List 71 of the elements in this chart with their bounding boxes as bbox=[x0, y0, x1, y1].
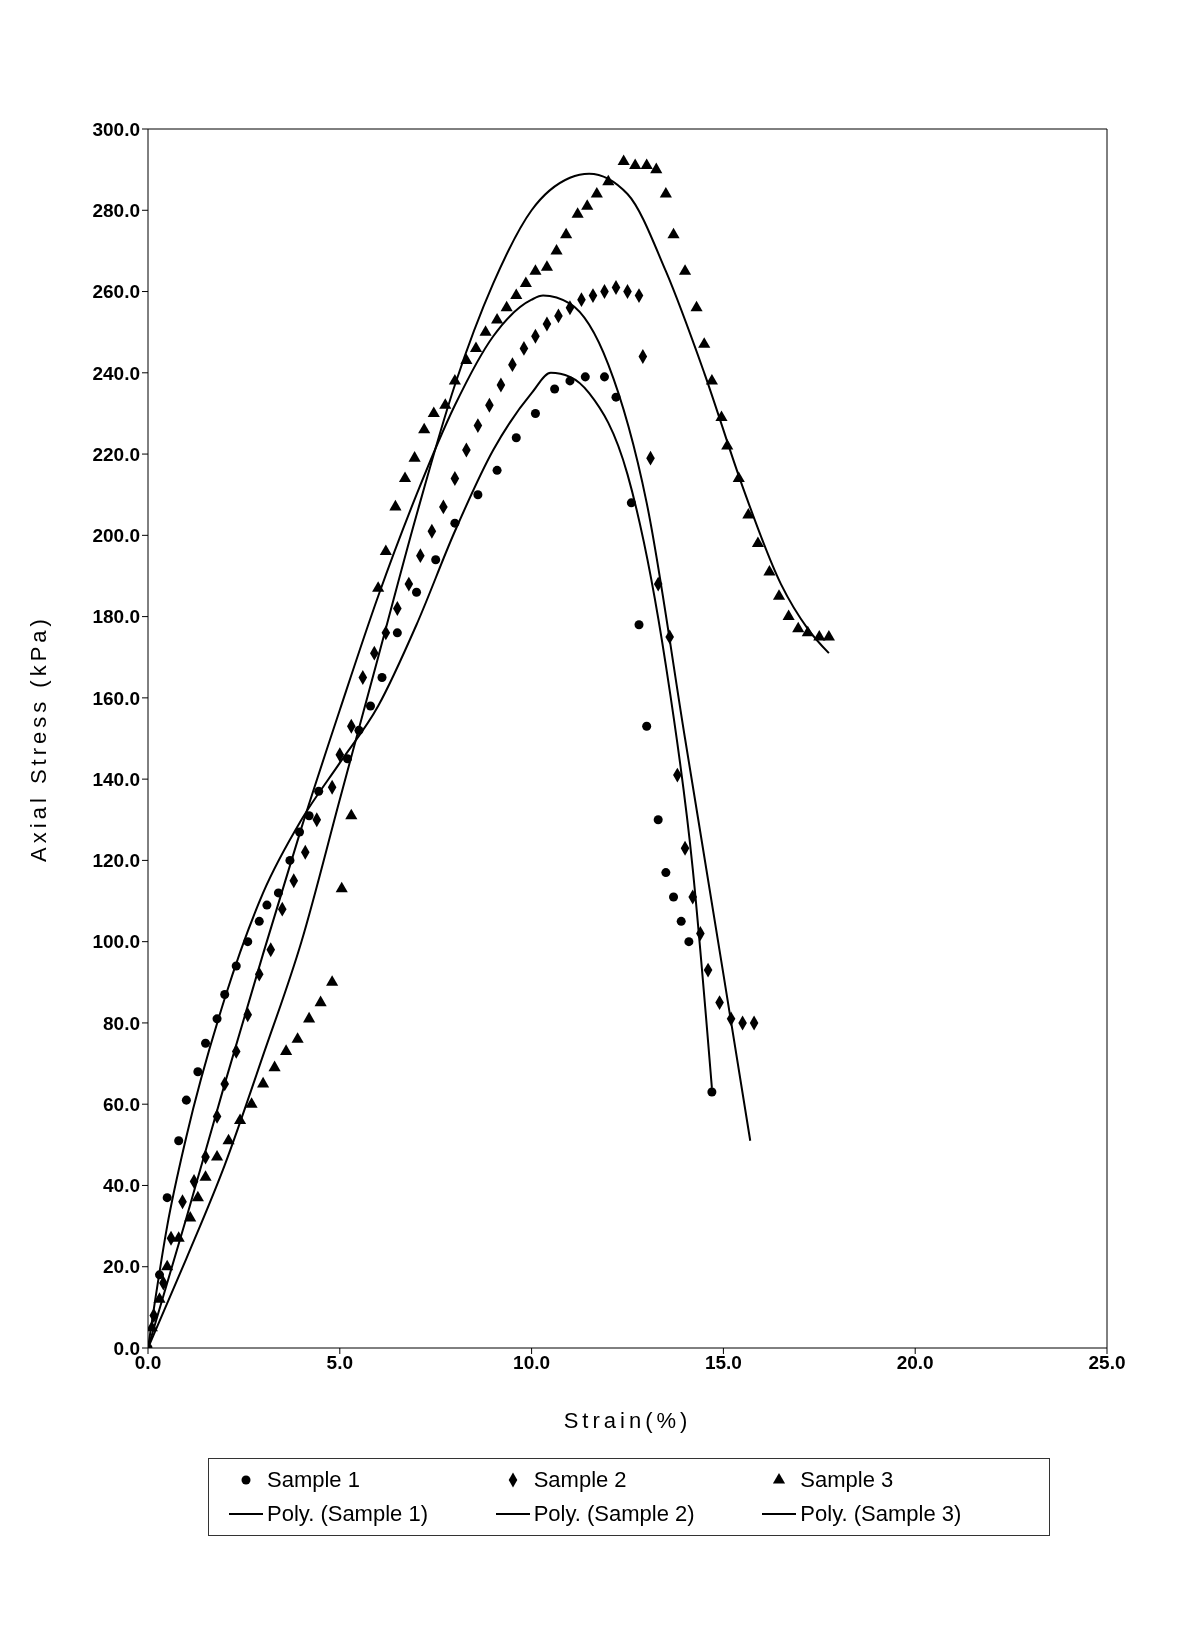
y-tick-label: 220.0 bbox=[92, 443, 140, 465]
x-axis-title: Strain(%) bbox=[563, 1408, 692, 1433]
y-tick-label: 160.0 bbox=[92, 687, 140, 709]
y-tick-label: 240.0 bbox=[92, 362, 140, 384]
point bbox=[431, 555, 441, 565]
y-tick-label: 180.0 bbox=[92, 606, 140, 628]
point bbox=[154, 1270, 165, 1280]
point bbox=[392, 628, 402, 638]
point bbox=[530, 408, 540, 418]
point bbox=[550, 384, 560, 394]
point bbox=[669, 892, 679, 902]
point bbox=[212, 1014, 222, 1024]
point bbox=[365, 701, 375, 711]
y-axis-title: Axial Stress (kPa) bbox=[25, 615, 51, 862]
point bbox=[642, 721, 652, 731]
y-tick-label: 260.0 bbox=[92, 281, 140, 303]
point bbox=[684, 937, 694, 947]
x-tick-label: 25.0 bbox=[1088, 1352, 1126, 1374]
x-tick-label: 20.0 bbox=[896, 1352, 934, 1374]
point bbox=[676, 916, 686, 926]
point bbox=[473, 490, 483, 500]
point bbox=[285, 855, 295, 865]
point bbox=[450, 518, 460, 528]
y-tick-label: 100.0 bbox=[92, 931, 140, 953]
x-tick-label: 15.0 bbox=[704, 1352, 742, 1374]
y-tick-label: 60.0 bbox=[103, 1093, 140, 1115]
legend-label: Poly. (Sample 1) bbox=[267, 1501, 428, 1527]
point bbox=[565, 376, 575, 386]
point bbox=[511, 433, 521, 443]
point bbox=[611, 392, 621, 402]
legend-label: Poly. (Sample 3) bbox=[800, 1501, 962, 1527]
point bbox=[295, 827, 305, 837]
legend-label: Sample 2 bbox=[533, 1467, 627, 1493]
point bbox=[174, 1136, 184, 1146]
y-tick-label: 120.0 bbox=[92, 850, 140, 872]
point bbox=[354, 725, 364, 735]
point bbox=[193, 1067, 203, 1077]
y-tick-label: 280.0 bbox=[92, 200, 140, 222]
point bbox=[220, 989, 230, 999]
y-tick-label: 20.0 bbox=[103, 1256, 140, 1278]
point bbox=[262, 900, 272, 910]
y-tick-label: 300.0 bbox=[92, 118, 140, 140]
point bbox=[661, 868, 671, 878]
x-tick-label: 5.0 bbox=[326, 1352, 354, 1374]
point bbox=[580, 372, 590, 382]
y-tick-label: 80.0 bbox=[103, 1012, 140, 1034]
point bbox=[201, 1038, 211, 1048]
y-tick-label: 40.0 bbox=[103, 1175, 140, 1197]
x-tick-label: 10.0 bbox=[513, 1352, 551, 1374]
legend-label: Sample 3 bbox=[800, 1467, 894, 1493]
point bbox=[412, 587, 422, 597]
point bbox=[231, 961, 241, 971]
point bbox=[653, 815, 663, 825]
point bbox=[707, 1087, 717, 1097]
point bbox=[304, 811, 314, 821]
point bbox=[634, 620, 644, 630]
y-tick-label: 140.0 bbox=[92, 768, 140, 790]
point bbox=[599, 372, 609, 382]
point bbox=[181, 1095, 191, 1105]
point bbox=[377, 673, 387, 683]
point bbox=[626, 498, 636, 508]
y-tick-label: 200.0 bbox=[92, 525, 140, 547]
point bbox=[254, 916, 264, 926]
point bbox=[243, 937, 253, 947]
point bbox=[314, 786, 324, 796]
point bbox=[162, 1193, 172, 1203]
point bbox=[492, 465, 502, 475]
point bbox=[273, 888, 283, 898]
legend-label: Sample 1 bbox=[267, 1467, 360, 1493]
point bbox=[342, 754, 352, 764]
legend-label: Poly. (Sample 2) bbox=[533, 1501, 695, 1527]
